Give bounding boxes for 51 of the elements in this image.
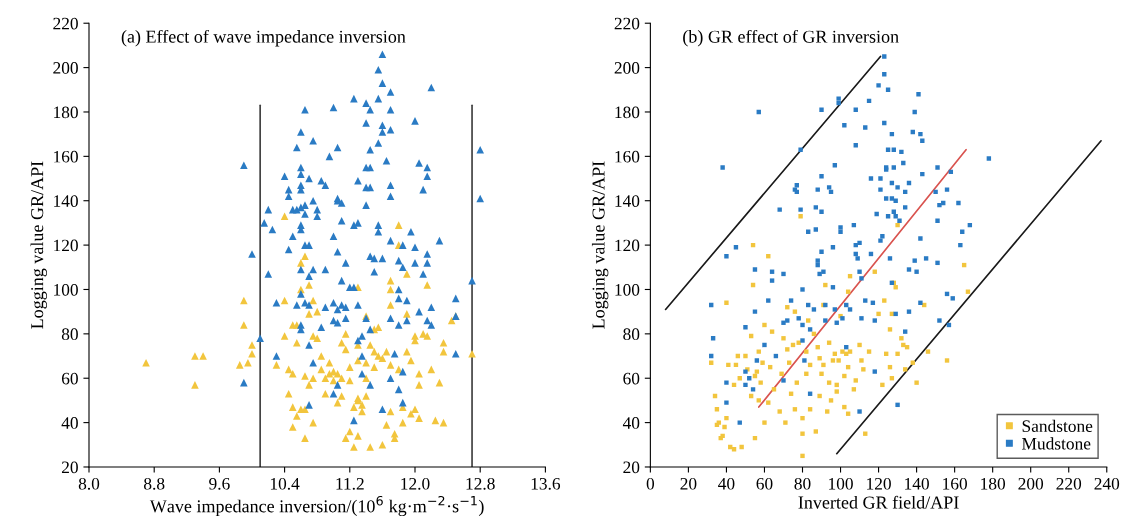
x-tick-label: 9.6 xyxy=(209,477,230,490)
y-tick-label: 180 xyxy=(615,106,640,119)
y-axis-title: Logging value GR/API xyxy=(591,161,609,329)
x-tick-label: 180 xyxy=(981,477,1006,490)
x-tick-label: 11.2 xyxy=(336,477,364,490)
y-tick-label: 120 xyxy=(615,239,640,252)
x-axis-title: Inverted GR field/API xyxy=(798,495,959,509)
x-tick-label: 100 xyxy=(829,477,853,490)
y-tick-label: 60 xyxy=(623,372,640,385)
x-tick-label: 0 xyxy=(646,477,655,490)
x-tick-label: 10.4 xyxy=(270,477,300,490)
x-tick-label: 80 xyxy=(794,477,811,490)
y-tick-label: 60 xyxy=(61,372,78,385)
y-tick-label: 180 xyxy=(54,106,78,119)
x-tick-label: 12.0 xyxy=(401,477,430,490)
y-tick-label: 40 xyxy=(622,417,640,429)
x-tick-label: 20 xyxy=(680,477,697,490)
x-tick-label: 12.8 xyxy=(466,477,495,490)
x-tick-label: 140 xyxy=(905,477,929,490)
y-tick-label: 220 xyxy=(53,17,78,30)
legend-label: Sandstone xyxy=(1022,419,1093,432)
x-axis-title: Wave impedance inversion/(10$^{6}$ kg·m$^{−2}$·s$^{−1}$) xyxy=(149,495,484,516)
legend-label: Mudstone xyxy=(1022,437,1091,450)
x-tick-label: 120 xyxy=(867,477,891,490)
chart-title: (a) Effect of wave impedance inversion xyxy=(121,29,406,47)
y-tick-label: 160 xyxy=(54,150,78,163)
x-tick-label: 13.6 xyxy=(531,477,561,490)
y-tick-label: 80 xyxy=(61,328,78,341)
y-tick-label: 160 xyxy=(615,150,640,163)
y-tick-label: 200 xyxy=(614,62,640,74)
x-tick-label: 200 xyxy=(1018,477,1044,490)
y-tick-label: 140 xyxy=(615,195,640,207)
y-tick-label: 20 xyxy=(623,461,640,474)
x-tick-label: 8.8 xyxy=(144,477,165,490)
y-tick-label: 80 xyxy=(623,328,640,341)
y-tick-label: 100 xyxy=(54,283,78,296)
x-tick-label: 8.0 xyxy=(78,477,100,490)
y-tick-label: 40 xyxy=(61,417,78,429)
y-tick-label: 100 xyxy=(615,283,640,296)
y-axis-title: Logging value GR/API xyxy=(30,161,47,329)
x-tick-label: 240 xyxy=(1094,477,1120,490)
chart-title: (b) GR effect of GR inversion xyxy=(683,29,899,47)
y-tick-label: 200 xyxy=(53,62,78,74)
y-tick-label: 120 xyxy=(54,239,78,252)
x-tick-label: 40 xyxy=(718,477,735,490)
x-tick-label: 160 xyxy=(943,477,967,490)
x-tick-label: 220 xyxy=(1056,477,1082,490)
x-tick-label: 60 xyxy=(756,477,773,490)
y-tick-label: 220 xyxy=(614,17,640,30)
y-tick-label: 20 xyxy=(61,461,78,474)
y-tick-label: 140 xyxy=(54,195,78,207)
